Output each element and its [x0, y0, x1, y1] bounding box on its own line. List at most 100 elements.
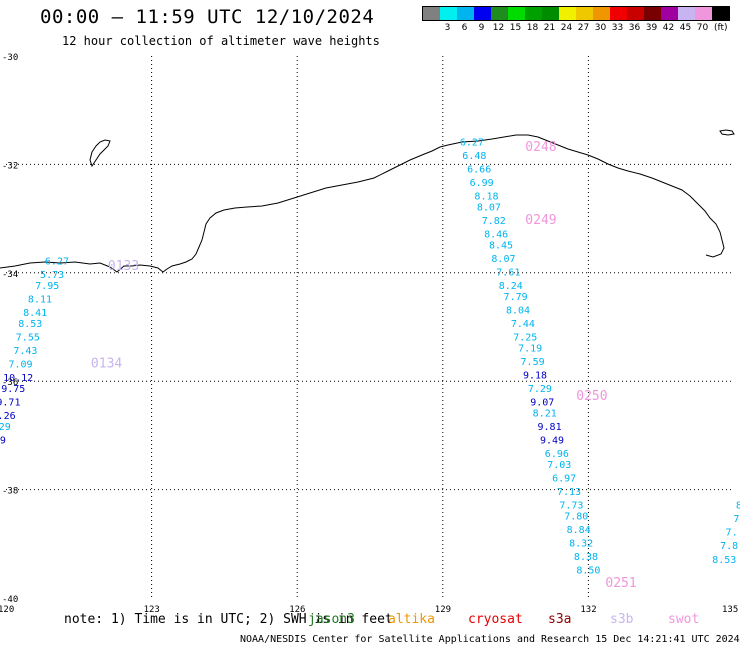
wave-height-value: 7.29 — [528, 384, 552, 395]
wave-height-value: 8 — [736, 501, 740, 512]
legend-swatch — [627, 7, 644, 20]
legend-swatch — [474, 7, 491, 20]
satellite-legend-item: jason3 — [308, 612, 355, 627]
footnote: note: 1) Time is in UTC; 2) SWH is in fe… — [64, 612, 393, 627]
wave-height-value: 7.43 — [13, 346, 37, 357]
wave-height-value: 8.18 — [474, 192, 498, 203]
wave-height-value: 8.21 — [533, 408, 557, 419]
legend-label: 27 — [577, 23, 590, 33]
legend-unit: (ft) — [714, 23, 728, 33]
track-point-labels: 6.275.737.958.118.418.537.557.437.0910.1… — [0, 137, 740, 576]
satellite-legend-item: swot — [668, 612, 700, 627]
legend-label: 6 — [461, 23, 468, 33]
coastline-mainland — [0, 134, 725, 273]
legend-swatch — [644, 7, 661, 20]
wave-height-value: 8.53 — [18, 319, 42, 330]
graticule — [6, 56, 734, 598]
wave-height-value: 9.49 — [540, 436, 564, 447]
legend-swatch — [542, 7, 559, 20]
wave-height-value: 9.81 — [538, 422, 562, 433]
pass-time-label: 0134 — [91, 357, 122, 372]
wave-height-value: 8.53 — [712, 555, 736, 566]
wave-height-value: 6.97 — [552, 473, 576, 484]
wave-height-value: 8.46 — [484, 230, 508, 241]
satellite-legend-item: s3a — [548, 612, 572, 627]
wave-height-value: 7. — [726, 528, 738, 539]
wave-height-value: 7.82 — [482, 216, 506, 227]
legend-label: 12 — [492, 23, 505, 33]
wave-height-value: 8.04 — [506, 305, 530, 316]
wave-height-value: 7.95 — [35, 281, 59, 292]
legend-label: 21 — [543, 23, 556, 33]
coastline-island-west — [89, 139, 111, 168]
legend-swatch — [491, 7, 508, 20]
legend-swatch — [610, 7, 627, 20]
wave-height-value: 8.29 — [0, 422, 11, 433]
wave-height-value: 7 — [733, 514, 739, 525]
legend-swatch — [525, 7, 542, 20]
page-title: 00:00 – 11:59 UTC 12/10/2024 — [40, 6, 375, 28]
wave-height-value: 6.27 — [45, 257, 69, 268]
wave-height-value: 9.79 — [0, 436, 6, 447]
legend-label: 3 — [444, 23, 451, 33]
lat-tick-label: -32 — [2, 161, 18, 171]
lon-tick-label: 123 — [144, 605, 160, 615]
lon-tick-label: 129 — [435, 605, 451, 615]
wave-height-value: 7.03 — [547, 460, 571, 471]
wave-height-value: 7.79 — [504, 292, 528, 303]
wave-height-value: 8.07 — [477, 202, 501, 213]
wave-height-value: 7.55 — [16, 333, 40, 344]
legend-swatch — [457, 7, 474, 20]
legend-labels: (ft) 3 6 9 12 15 18 21 24 27 30 33 36 39 42 45 70 — [422, 21, 730, 33]
lat-tick-label: -34 — [2, 270, 18, 280]
legend-swatch — [712, 7, 729, 20]
wave-height-value: 8.45 — [489, 240, 513, 251]
wave-height-value: 6.48 — [462, 151, 486, 162]
legend-label: 42 — [662, 23, 675, 33]
coastline — [0, 129, 735, 273]
wave-height-value: 7.8 — [720, 541, 738, 552]
legend-swatch — [593, 7, 610, 20]
wave-height-value: 8.32 — [569, 539, 593, 550]
wave-height-value: 8.38 — [574, 552, 598, 563]
wave-height-value: 6.99 — [470, 178, 494, 189]
pass-time-label: 0249 — [525, 213, 556, 228]
pass-time-label: 0251 — [605, 576, 636, 591]
wave-height-value: 5.73 — [40, 270, 64, 281]
pass-time-label: 0250 — [576, 389, 607, 404]
legend-label: 70 — [696, 23, 709, 33]
legend-label: 45 — [679, 23, 692, 33]
legend-label: 24 — [560, 23, 573, 33]
wave-height-value: 7.80 — [564, 511, 588, 522]
lon-tick-label: 120 — [0, 605, 14, 615]
legend-swatch — [661, 7, 678, 20]
legend-swatch-bar — [422, 6, 730, 21]
satellite-legend-item: cryosat — [468, 612, 523, 627]
wave-height-value: 10.12 — [3, 373, 33, 384]
wave-height-color-legend: (ft) 3 6 9 12 15 18 21 24 27 30 33 36 39 42 45 70 — [422, 6, 730, 33]
wave-height-value: 8.50 — [576, 566, 600, 577]
wave-height-value: 7.25 — [513, 333, 537, 344]
wave-height-value: 8.41 — [23, 308, 47, 319]
legend-swatch — [678, 7, 695, 20]
legend-label: 33 — [611, 23, 624, 33]
wave-height-value: 8.07 — [491, 254, 515, 265]
wave-height-value: 8.84 — [567, 525, 591, 536]
wave-height-value: 8.11 — [28, 295, 52, 306]
lon-tick-label: 126 — [289, 605, 305, 615]
satellite-legend-item: s3b — [610, 612, 634, 627]
wave-height-value: 6.96 — [545, 449, 569, 460]
legend-swatch — [695, 7, 712, 20]
wave-height-value: 9.07 — [530, 398, 554, 409]
wave-height-value: 7.13 — [557, 487, 581, 498]
legend-swatch — [440, 7, 457, 20]
lat-tick-label: -38 — [2, 487, 18, 497]
wave-height-value: 7.09 — [9, 360, 33, 371]
legend-label: 39 — [645, 23, 658, 33]
legend-swatch — [423, 7, 440, 20]
legend-label: 18 — [526, 23, 539, 33]
legend-swatch — [559, 7, 576, 20]
wave-height-value: 6.66 — [467, 165, 491, 176]
